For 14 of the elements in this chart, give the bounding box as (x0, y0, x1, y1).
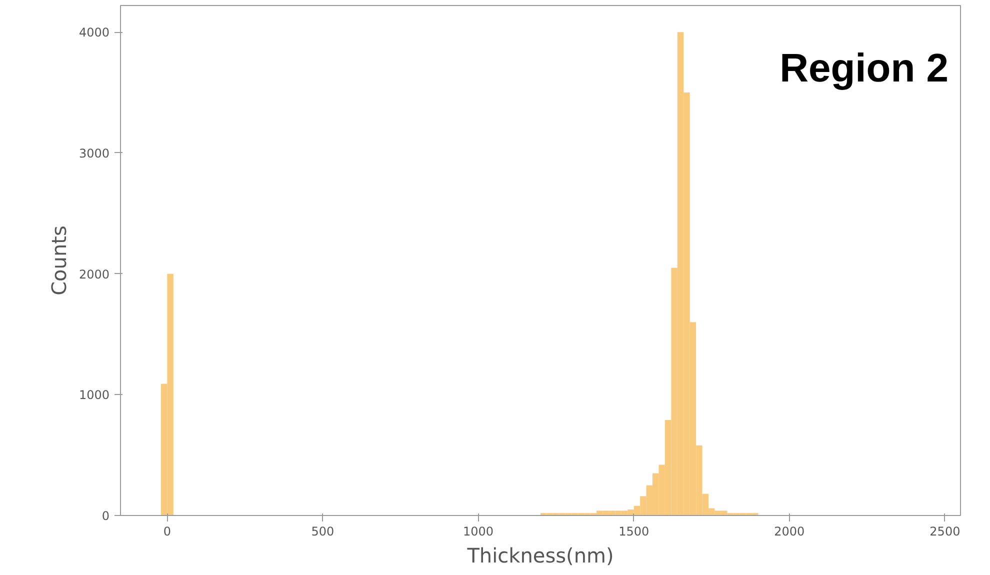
y-tick-label: 3000 (78, 146, 110, 160)
x-axis-title: Thickness(nm) (466, 544, 614, 568)
y-tick-label: 4000 (78, 26, 110, 40)
x-tick-label: 0 (163, 524, 171, 538)
x-tick-label: 1000 (463, 524, 494, 538)
annotation: Region 2 (780, 46, 948, 90)
y-tick-label: 1000 (78, 388, 110, 402)
y-axis-title: Counts (46, 226, 71, 296)
x-tick-label: 2000 (774, 524, 805, 538)
x-tick-label: 500 (311, 524, 334, 538)
y-tick-label: 2000 (78, 267, 110, 282)
x-tick-label: 2500 (930, 524, 960, 538)
y-tick-label: 0 (102, 509, 110, 523)
x-tick-label: 1500 (618, 524, 650, 538)
